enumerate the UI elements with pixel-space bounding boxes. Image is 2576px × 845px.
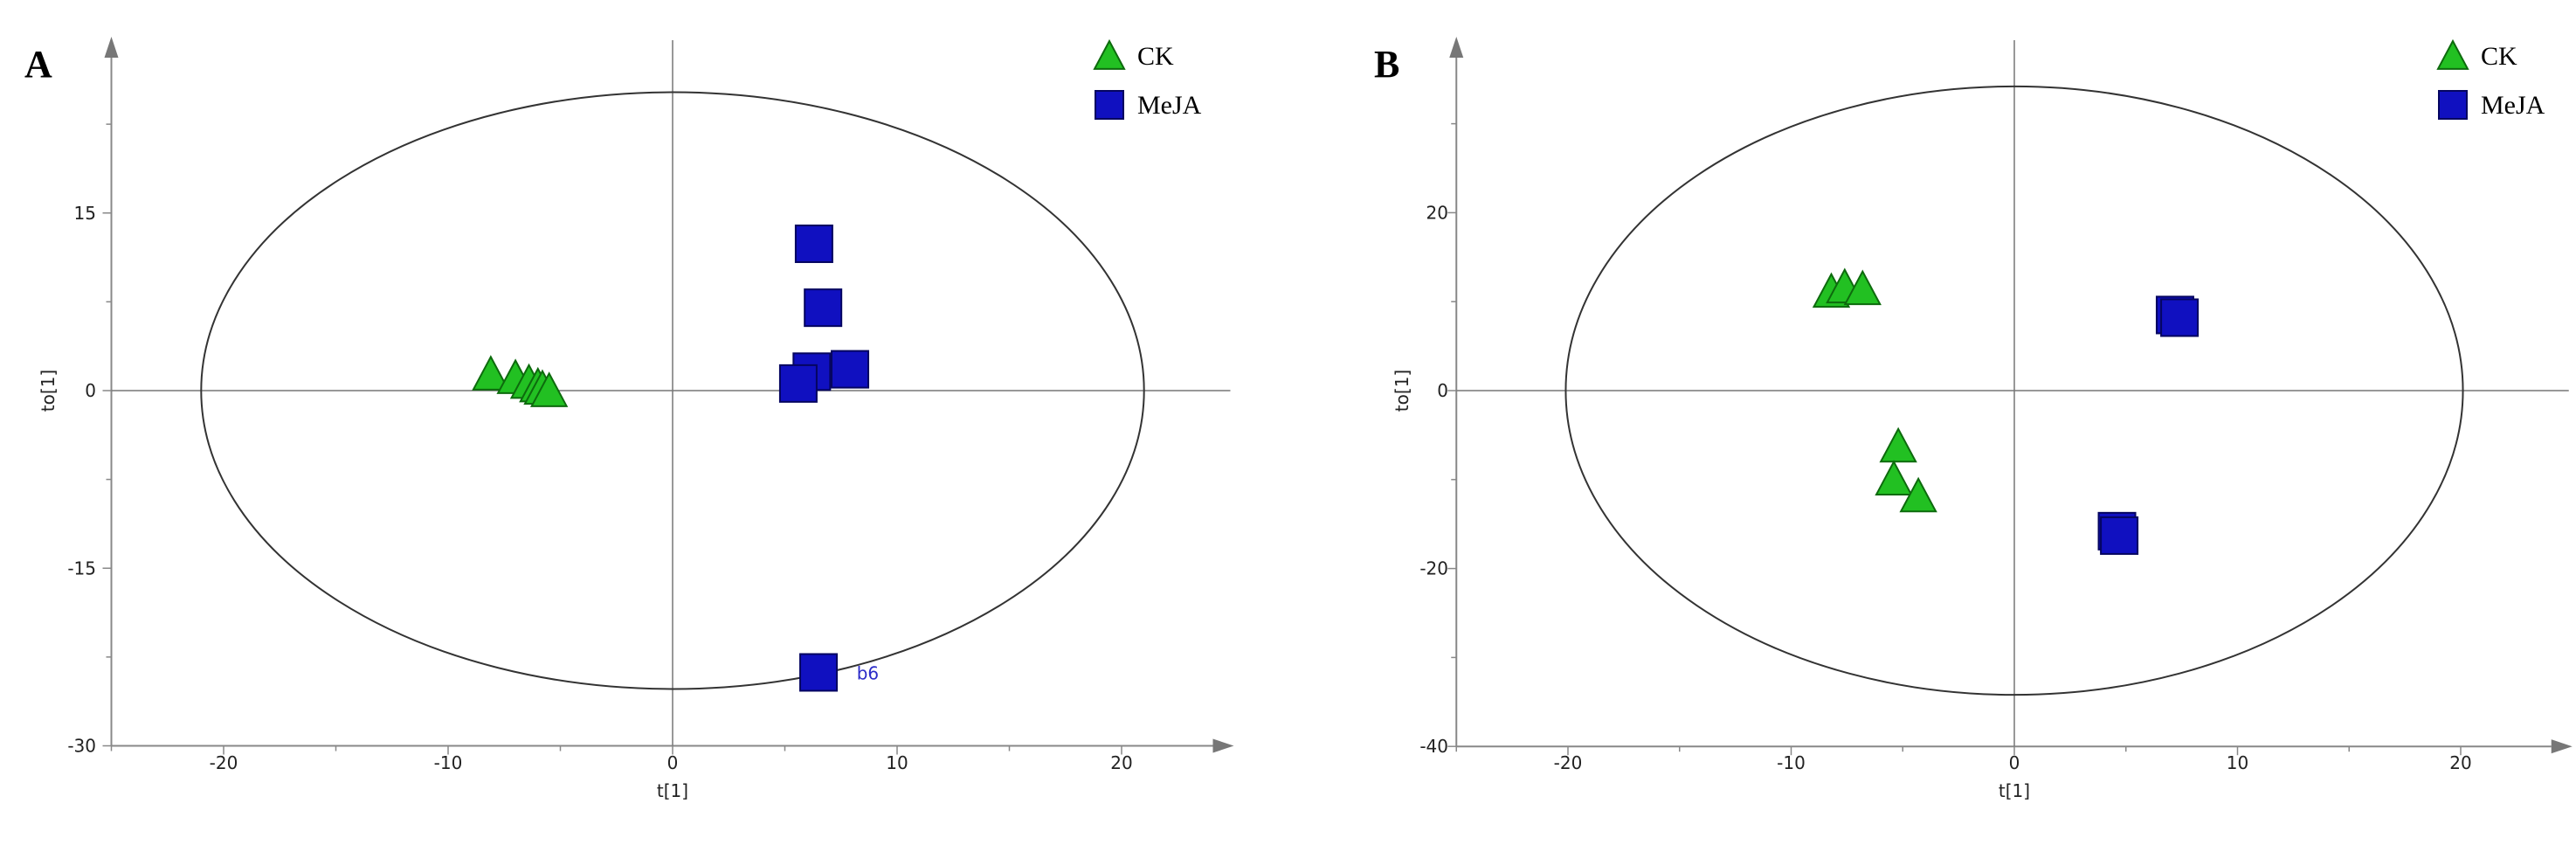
panel-A: A -20 -10 0 10 20 15 0 -15 -30 t[1] to[1] b6 CK MeJA (24, 37, 1234, 801)
ck-point (472, 355, 510, 391)
meja-point (831, 350, 870, 389)
x-axis-title: t[1] (657, 780, 688, 801)
panel-letter: B (1374, 43, 1399, 86)
y-axis-title: to[1] (38, 370, 59, 412)
meja-point (804, 288, 843, 328)
panel-letter: A (24, 43, 52, 86)
y-axis-arrow (1449, 37, 1464, 58)
x-tick-label: 20 (1110, 752, 1132, 773)
y-tick-label: -15 (67, 558, 96, 578)
legend: CK MeJA (1093, 38, 1202, 120)
panel-B: B -20 -10 0 10 20 20 0 -20 -40 t[1] to[1] CK MeJA (1374, 37, 2573, 801)
x-tick-label: 0 (667, 752, 679, 773)
legend-meja-marker (1095, 90, 1124, 120)
meja-point (2100, 516, 2139, 555)
legend-label: MeJA (2481, 91, 2545, 120)
legend-ck-marker (2436, 38, 2469, 70)
legend-label: CK (1137, 42, 1174, 71)
legend-meja-marker (2438, 90, 2468, 120)
x-tick-label: 10 (2227, 752, 2248, 773)
ck-point (529, 371, 569, 407)
y-tick-label: 0 (85, 380, 96, 401)
y-tick-label: -40 (1419, 736, 1448, 757)
legend: CK MeJA (2436, 38, 2545, 120)
ck-point (1843, 269, 1882, 306)
x-axis-title: t[1] (1999, 780, 2030, 801)
x-tick-label: -20 (1554, 752, 1583, 773)
x-tick-label: 20 (2449, 752, 2471, 773)
y-axis-title: to[1] (1392, 370, 1412, 412)
y-tick-label: 15 (74, 203, 96, 224)
x-tick-label: -10 (434, 752, 463, 773)
meja-point (778, 364, 818, 403)
ck-point (1879, 426, 1917, 463)
meja-point (794, 224, 833, 263)
y-tick-label: -30 (67, 736, 96, 757)
hotelling-ellipse (1564, 85, 2464, 696)
x-axis-arrow (1212, 738, 1234, 753)
x-tick-label: -10 (1777, 752, 1806, 773)
x-tick-label: -20 (210, 752, 238, 773)
meja-point (799, 653, 839, 692)
x-tick-label: 0 (2009, 752, 2020, 773)
legend-label: MeJA (1137, 91, 1202, 120)
legend-label: CK (2481, 42, 2517, 71)
x-axis-arrow (2551, 739, 2573, 754)
y-tick-label: 20 (1426, 202, 1448, 223)
y-tick-label: -20 (1419, 558, 1448, 579)
meja-point (2160, 298, 2200, 337)
x-tick-label: 10 (886, 752, 908, 773)
y-axis-arrow (104, 37, 119, 58)
legend-ck-marker (1093, 38, 1126, 70)
hotelling-ellipse (200, 91, 1145, 690)
point-label: b6 (857, 662, 879, 683)
ck-point (1899, 476, 1937, 513)
y-tick-label: 0 (1437, 380, 1448, 401)
ck-point (1875, 460, 1913, 495)
